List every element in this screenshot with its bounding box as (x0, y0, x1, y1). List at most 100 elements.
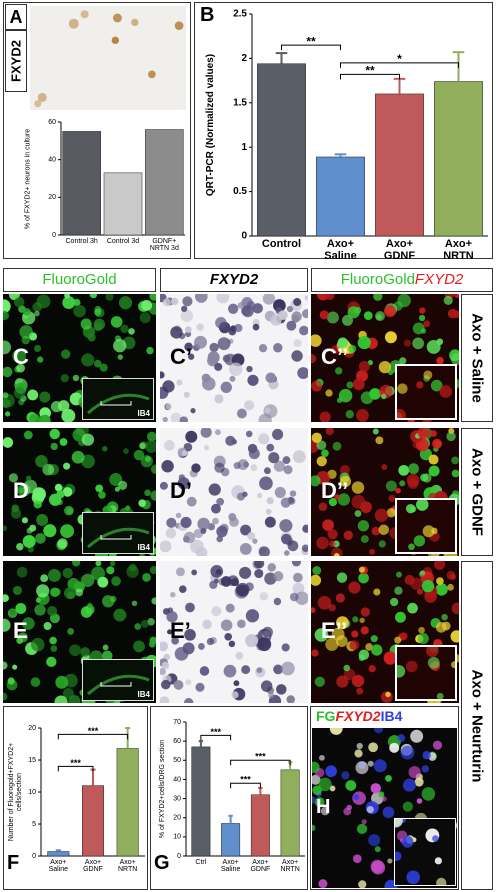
cell (405, 503, 416, 514)
cell (420, 328, 427, 334)
row-label-box: Axo + GDNF (461, 428, 493, 556)
cell (56, 490, 65, 499)
cell (81, 454, 95, 469)
cell (451, 602, 459, 615)
cell (273, 460, 285, 472)
cell (368, 665, 376, 673)
culture-image (30, 6, 186, 110)
y-tick-label: 0.5 (233, 186, 247, 197)
cell (417, 428, 431, 440)
x-tick-label: Axo+ Saline (48, 859, 69, 874)
cell (247, 374, 259, 386)
y-tick-label: 0 (52, 232, 56, 239)
cell (341, 314, 353, 326)
x-tick-label: Axo+ NRTN (443, 238, 474, 262)
cell (335, 367, 343, 375)
cell (359, 617, 365, 624)
cell (247, 443, 258, 454)
cell (383, 305, 396, 318)
cell (33, 500, 42, 509)
cell (133, 449, 145, 461)
cell (337, 337, 348, 348)
bar (82, 785, 104, 857)
cell (97, 576, 109, 588)
cell (399, 357, 407, 365)
cell (357, 336, 371, 350)
cell (408, 543, 415, 551)
cell (230, 578, 240, 587)
cell (46, 656, 57, 667)
y-tick-label: 20 (28, 725, 36, 732)
significance-bracket (340, 62, 459, 68)
y-tick-label: 10 (173, 834, 181, 841)
cell (126, 565, 139, 578)
y-axis-label: % of FXYD2+cells/DRG section (159, 739, 167, 839)
cell (95, 484, 104, 493)
cell (113, 608, 127, 622)
cell (337, 493, 351, 506)
cell (245, 430, 253, 438)
cell (326, 311, 339, 324)
cell (325, 637, 339, 651)
cell (188, 353, 195, 360)
cell (81, 353, 95, 367)
significance-label: *** (88, 726, 99, 736)
cell (418, 314, 426, 322)
cell (215, 317, 227, 329)
cell (32, 302, 43, 312)
cell (133, 640, 145, 653)
cell (69, 644, 81, 657)
cell (286, 695, 295, 703)
cell (410, 577, 423, 590)
cell (353, 794, 360, 801)
micrograph-cells (397, 370, 452, 418)
cell (146, 431, 156, 442)
cell (265, 372, 277, 384)
cell (63, 462, 71, 470)
cell (80, 647, 91, 657)
cell (185, 679, 192, 686)
cell (370, 859, 384, 873)
cell (348, 581, 361, 594)
cell (452, 310, 459, 318)
cell (80, 318, 92, 330)
cell (4, 411, 11, 417)
cell (304, 295, 308, 301)
cell (371, 644, 383, 656)
bar (250, 794, 270, 857)
cell (258, 344, 268, 353)
cell (201, 373, 211, 383)
bar-chart: 0 5 10 15 20 *** *** (28, 725, 145, 860)
cell (431, 527, 438, 535)
bar (316, 156, 365, 237)
cell (134, 623, 142, 630)
cell (87, 333, 96, 342)
cell (422, 525, 435, 538)
inset-label: IB4 (137, 409, 150, 418)
cell (12, 585, 22, 595)
y-tick-label: 10 (28, 789, 36, 796)
y-tick-label: 60 (173, 738, 181, 745)
cell (166, 611, 178, 623)
cell (361, 819, 367, 825)
cell (328, 497, 338, 507)
row-label-box: Axo + Neurturin (461, 561, 493, 890)
cell (430, 379, 443, 392)
cell (316, 456, 327, 467)
scale-bracket (100, 682, 132, 687)
cell (381, 393, 387, 400)
cell (102, 446, 108, 452)
cell (141, 300, 153, 311)
cell (416, 798, 423, 804)
header-part: FluoroGold (340, 271, 415, 288)
cell (181, 305, 188, 313)
cell (268, 692, 275, 699)
micrograph: E’ (160, 561, 308, 703)
cell (351, 494, 366, 509)
cell (273, 571, 284, 582)
cell (295, 591, 308, 606)
image-label: FXYD2 (8, 40, 24, 82)
cell (351, 481, 365, 494)
cell (57, 538, 68, 549)
cell (99, 363, 108, 372)
